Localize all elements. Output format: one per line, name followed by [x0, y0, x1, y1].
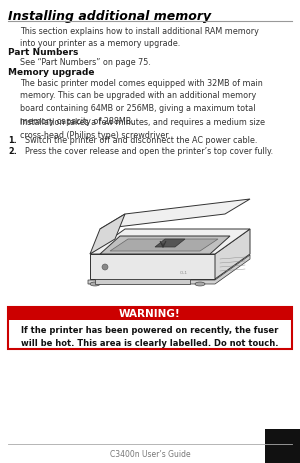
Text: OL1: OL1 [180, 270, 188, 275]
Text: 1.: 1. [8, 136, 16, 144]
Text: 2.: 2. [8, 147, 17, 156]
Ellipse shape [195, 282, 205, 287]
Polygon shape [95, 279, 190, 284]
Polygon shape [110, 239, 218, 251]
Polygon shape [90, 230, 250, 255]
Polygon shape [155, 239, 185, 247]
Text: Installation takes a few minutes, and requires a medium size
cross-head (Philips: Installation takes a few minutes, and re… [20, 118, 265, 139]
Text: See “Part Numbers” on page 75.: See “Part Numbers” on page 75. [20, 58, 151, 67]
Bar [8, 307, 292, 320]
Polygon shape [100, 237, 230, 255]
Text: Part Numbers: Part Numbers [8, 48, 78, 57]
Text: WARNING!: WARNING! [119, 309, 181, 319]
Polygon shape [100, 200, 250, 230]
Circle shape [102, 264, 108, 270]
Text: Installing additional memory: Installing additional memory [8, 10, 211, 23]
Text: If the printer has been powered on recently, the fuser
will be hot. This area is: If the printer has been powered on recen… [21, 325, 279, 347]
Text: Press the cover release and open the printer’s top cover fully.: Press the cover release and open the pri… [25, 147, 273, 156]
Text: Memory upgrade: Memory upgrade [8, 68, 94, 77]
Text: C3400n User’s Guide: C3400n User’s Guide [110, 450, 190, 458]
Bar [265, 429, 300, 463]
Ellipse shape [90, 282, 100, 287]
Polygon shape [90, 255, 215, 279]
Text: This section explains how to install additional RAM memory
into your printer as : This section explains how to install add… [20, 27, 259, 49]
Polygon shape [90, 214, 125, 255]
Text: Switch the printer off and disconnect the AC power cable.: Switch the printer off and disconnect th… [25, 136, 257, 144]
Text: The basic printer model comes equipped with 32MB of main
memory. This can be upg: The basic printer model comes equipped w… [20, 79, 263, 125]
Polygon shape [215, 230, 250, 279]
Polygon shape [88, 256, 250, 284]
Bar [8, 307, 292, 349]
